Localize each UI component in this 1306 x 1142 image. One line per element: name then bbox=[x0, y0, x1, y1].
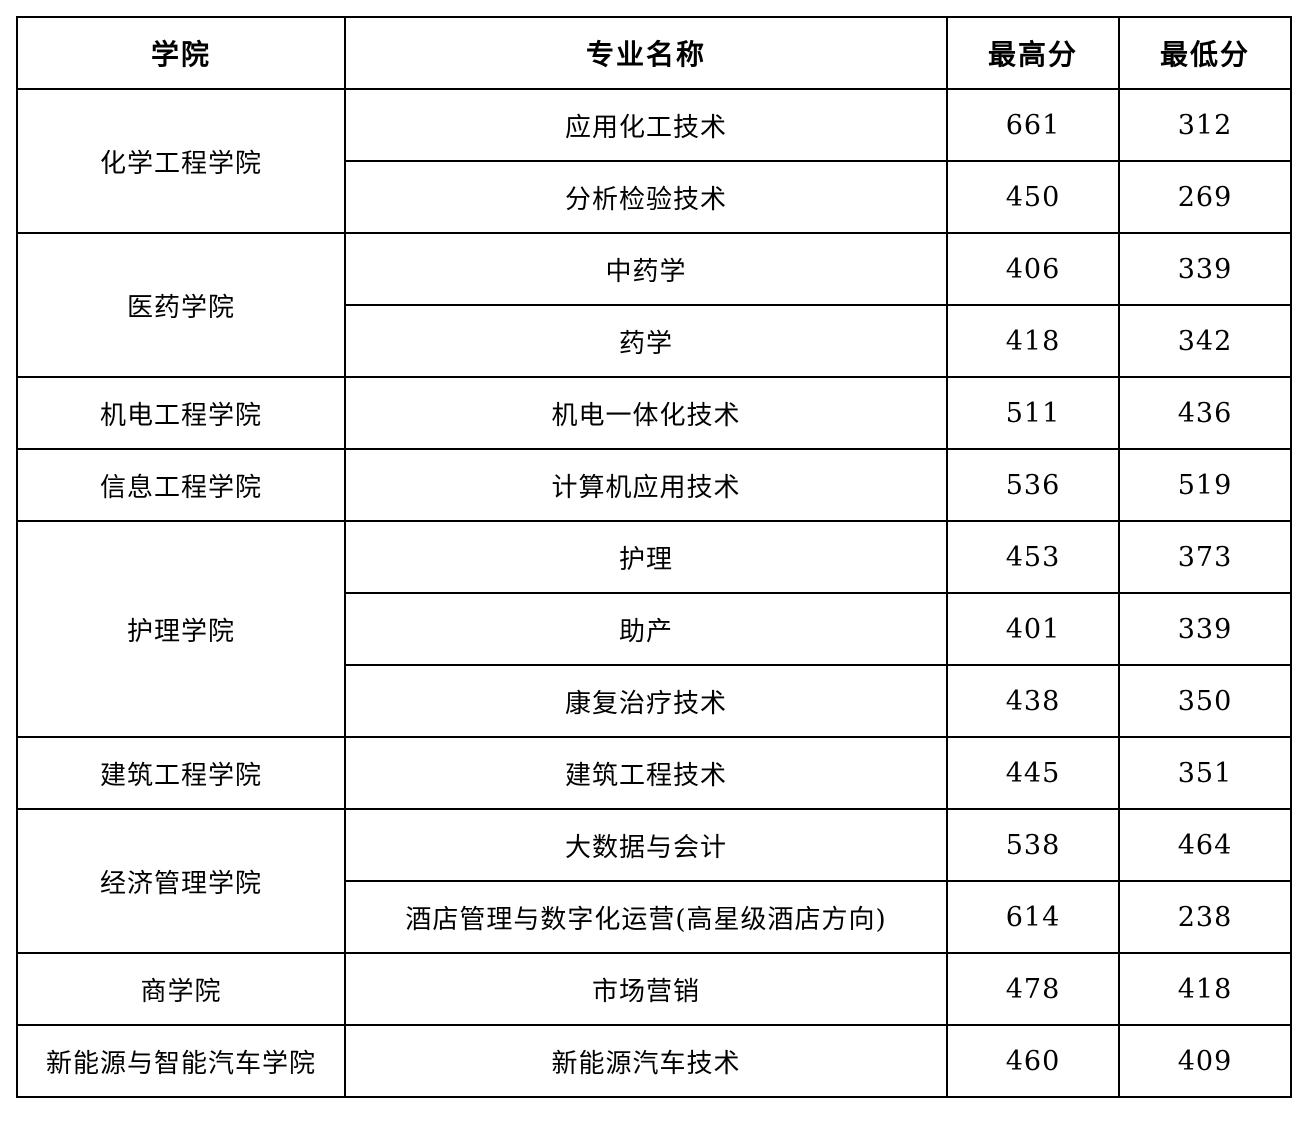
min-score-cell: 312 bbox=[1118, 88, 1292, 162]
college-cell: 经济管理学院 bbox=[16, 808, 346, 954]
max-score-cell: 614 bbox=[946, 880, 1120, 954]
max-score-cell: 453 bbox=[946, 520, 1120, 594]
max-score-cell: 511 bbox=[946, 376, 1120, 450]
table-row: 药学 418 342 bbox=[17, 304, 1292, 378]
min-score-cell: 350 bbox=[1118, 664, 1292, 738]
college-cell: 机电工程学院 bbox=[16, 376, 346, 450]
major-cell: 中药学 bbox=[344, 232, 948, 306]
max-score-cell: 401 bbox=[946, 592, 1120, 666]
max-score-cell: 460 bbox=[946, 1024, 1120, 1098]
max-score-cell: 538 bbox=[946, 808, 1120, 882]
min-score-cell: 418 bbox=[1118, 952, 1292, 1026]
max-score-cell: 478 bbox=[946, 952, 1120, 1026]
min-score-cell: 436 bbox=[1118, 376, 1292, 450]
header-college: 学院 bbox=[16, 16, 346, 90]
major-cell: 应用化工技术 bbox=[344, 88, 948, 162]
college-cell: 化学工程学院 bbox=[16, 88, 346, 234]
table-row: 助产 401 339 bbox=[17, 592, 1292, 666]
min-score-cell: 351 bbox=[1118, 736, 1292, 810]
major-cell: 计算机应用技术 bbox=[344, 448, 948, 522]
header-row: 学院 专业名称 最高分 最低分 bbox=[16, 16, 1292, 90]
max-score-cell: 661 bbox=[946, 88, 1120, 162]
major-cell: 市场营销 bbox=[344, 952, 948, 1026]
table-body: 化学工程学院 应用化工技术 661 312 分析检验技术 450 269 医药学院 中药学 406… bbox=[16, 88, 1292, 1098]
min-score-cell: 238 bbox=[1118, 880, 1292, 954]
min-score-cell: 519 bbox=[1118, 448, 1292, 522]
college-cell: 建筑工程学院 bbox=[16, 736, 346, 810]
major-cell: 药学 bbox=[344, 304, 948, 378]
college-cell: 信息工程学院 bbox=[16, 448, 346, 522]
major-cell: 机电一体化技术 bbox=[344, 376, 948, 450]
major-cell: 护理 bbox=[344, 520, 948, 594]
major-cell: 康复治疗技术 bbox=[344, 664, 948, 738]
max-score-cell: 536 bbox=[946, 448, 1120, 522]
header-major: 专业名称 bbox=[344, 16, 948, 90]
major-cell: 大数据与会计 bbox=[344, 808, 948, 882]
table-row: 医药学院 中药学 406 339 bbox=[16, 232, 1292, 378]
max-score-cell: 406 bbox=[946, 232, 1120, 306]
min-score-cell: 342 bbox=[1118, 304, 1292, 378]
max-score-cell: 445 bbox=[946, 736, 1120, 810]
major-cell: 新能源汽车技术 bbox=[344, 1024, 948, 1098]
college-cell: 商学院 bbox=[16, 952, 346, 1026]
table-row: 经济管理学院 大数据与会计 538 464 bbox=[16, 808, 1292, 954]
major-cell: 建筑工程技术 bbox=[344, 736, 948, 810]
college-cell: 新能源与智能汽车学院 bbox=[16, 1024, 346, 1098]
min-score-cell: 339 bbox=[1118, 592, 1292, 666]
max-score-cell: 450 bbox=[946, 160, 1120, 234]
table-row: 酒店管理与数字化运营(高星级酒店方向) 614 238 bbox=[17, 880, 1292, 954]
table-row: 信息工程学院 计算机应用技术 536 519 bbox=[16, 448, 1292, 522]
min-score-cell: 373 bbox=[1118, 520, 1292, 594]
min-score-cell: 409 bbox=[1118, 1024, 1292, 1098]
table-row: 建筑工程学院 建筑工程技术 445 351 bbox=[16, 736, 1292, 810]
min-score-cell: 339 bbox=[1118, 232, 1292, 306]
header-max-score: 最高分 bbox=[946, 16, 1120, 90]
table-row: 机电工程学院 机电一体化技术 511 436 bbox=[16, 376, 1292, 450]
table-row: 商学院 市场营销 478 418 bbox=[16, 952, 1292, 1026]
min-score-cell: 269 bbox=[1118, 160, 1292, 234]
max-score-cell: 418 bbox=[946, 304, 1120, 378]
header-min-score: 最低分 bbox=[1118, 16, 1292, 90]
min-score-cell: 464 bbox=[1118, 808, 1292, 882]
college-cell: 护理学院 bbox=[16, 520, 346, 738]
admission-score-table: 学院 专业名称 最高分 最低分 化学工程学院 应用化工技术 661 312 分析检验技术… bbox=[16, 16, 1292, 1098]
max-score-cell: 438 bbox=[946, 664, 1120, 738]
college-cell: 医药学院 bbox=[16, 232, 346, 378]
major-cell: 助产 bbox=[344, 592, 948, 666]
table-row: 分析检验技术 450 269 bbox=[17, 160, 1292, 234]
table-row: 新能源与智能汽车学院 新能源汽车技术 460 409 bbox=[16, 1024, 1292, 1098]
major-cell: 分析检验技术 bbox=[344, 160, 948, 234]
table-row: 康复治疗技术 438 350 bbox=[17, 664, 1292, 738]
table-row: 化学工程学院 应用化工技术 661 312 bbox=[16, 88, 1292, 234]
table-row: 护理学院 护理 453 373 bbox=[16, 520, 1292, 738]
major-cell: 酒店管理与数字化运营(高星级酒店方向) bbox=[344, 880, 948, 954]
